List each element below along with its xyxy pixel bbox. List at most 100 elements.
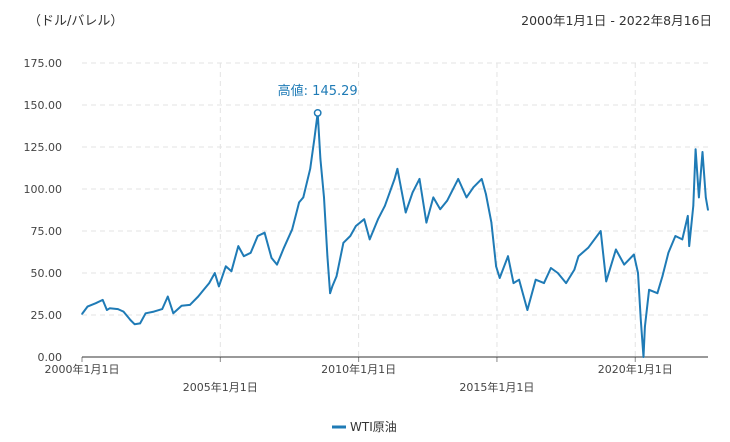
data-point — [363, 218, 366, 220]
y-tick-label: 50.00 — [31, 267, 63, 280]
data-point — [326, 255, 329, 257]
unit-label: （ドル/バレル） — [28, 14, 124, 29]
legend[interactable]: WTI原油 — [332, 420, 397, 434]
data-point — [298, 201, 300, 204]
data-point — [101, 299, 104, 301]
data-point — [172, 312, 175, 315]
data-point — [480, 178, 483, 180]
data-point — [208, 282, 210, 284]
y-tick-label: 0.00 — [38, 351, 63, 364]
grid-lines — [82, 62, 708, 357]
data-point — [615, 248, 617, 251]
data-point — [623, 263, 625, 266]
data-point — [117, 308, 119, 310]
data-point — [167, 295, 169, 298]
data-point — [256, 235, 259, 237]
data-point — [472, 186, 475, 189]
data-point — [640, 319, 642, 321]
y-tick-label: 125.00 — [24, 141, 63, 154]
data-point — [439, 208, 442, 210]
data-point — [225, 265, 227, 268]
data-point — [161, 308, 163, 310]
data-point — [129, 319, 132, 321]
data-point — [86, 305, 89, 308]
data-point — [249, 252, 252, 254]
data-point — [214, 272, 216, 274]
data-point — [243, 255, 245, 257]
data-point — [270, 257, 273, 259]
data-point — [95, 302, 97, 305]
data-point — [526, 309, 529, 311]
series-line-wti — [81, 111, 709, 358]
data-point — [705, 196, 707, 199]
data-point — [637, 272, 639, 274]
legend-label-wti[interactable]: WTI原油 — [350, 420, 397, 434]
data-point — [512, 282, 515, 284]
data-point — [550, 267, 552, 269]
y-tick-label: 25.00 — [31, 309, 63, 322]
data-point — [674, 235, 677, 237]
data-point — [577, 255, 580, 257]
x-tick-label: 2000年1月1日 — [45, 362, 120, 376]
data-point — [648, 289, 650, 291]
data-point — [661, 275, 664, 278]
data-point — [633, 253, 635, 256]
data-point — [122, 310, 125, 313]
data-point — [309, 168, 312, 170]
data-point — [197, 295, 199, 298]
data-point — [153, 310, 155, 313]
annotation: 高値: 145.29 — [278, 83, 358, 117]
data-point — [144, 312, 147, 315]
axes: 0.00 25.00 50.00 75.00 100.00 125.00 150.00 175… — [24, 57, 708, 394]
data-point — [694, 148, 697, 150]
peak-marker — [313, 108, 322, 117]
data-point — [189, 304, 191, 306]
data-point — [349, 235, 352, 237]
x-tick-label: 2010年1月1日 — [321, 362, 396, 376]
data-point — [522, 294, 524, 296]
data-point — [81, 313, 83, 315]
y-tick-label: 75.00 — [31, 225, 63, 238]
data-point — [396, 168, 399, 170]
data-point — [565, 282, 567, 284]
data-point — [485, 193, 487, 195]
peak-label: 高値: 145.29 — [278, 83, 358, 99]
data-point — [557, 272, 559, 274]
data-point — [329, 292, 331, 295]
data-point — [384, 205, 386, 207]
data-point — [276, 263, 278, 266]
data-point — [495, 265, 497, 268]
data-point — [418, 178, 421, 180]
data-point — [291, 228, 294, 231]
data-point — [355, 225, 357, 227]
data-point — [302, 196, 305, 199]
date-range-label: 2000年1月1日 - 2022年8月16日 — [521, 13, 712, 28]
data-point — [368, 238, 371, 241]
data-point — [323, 196, 325, 199]
data-point — [133, 323, 136, 326]
data-point — [573, 268, 576, 271]
data-point — [106, 309, 108, 311]
data-point — [688, 245, 690, 247]
data-point — [230, 270, 233, 273]
data-point — [681, 238, 684, 241]
data-point — [411, 191, 414, 194]
data-point — [490, 221, 493, 224]
data-point — [425, 221, 428, 224]
data-point — [518, 278, 520, 281]
data-point — [656, 292, 659, 295]
data-point — [698, 196, 700, 199]
x-tick-label: 2005年1月1日 — [183, 380, 258, 394]
data-point — [432, 196, 435, 199]
data-point — [108, 307, 111, 310]
data-point — [644, 326, 646, 328]
data-point — [331, 285, 334, 288]
data-point — [446, 200, 448, 202]
data-point — [319, 158, 322, 160]
data-point — [707, 209, 709, 211]
data-point — [498, 277, 501, 279]
data-point — [263, 231, 266, 234]
data-point — [283, 247, 285, 249]
y-tick-label: 100.00 — [24, 183, 63, 196]
